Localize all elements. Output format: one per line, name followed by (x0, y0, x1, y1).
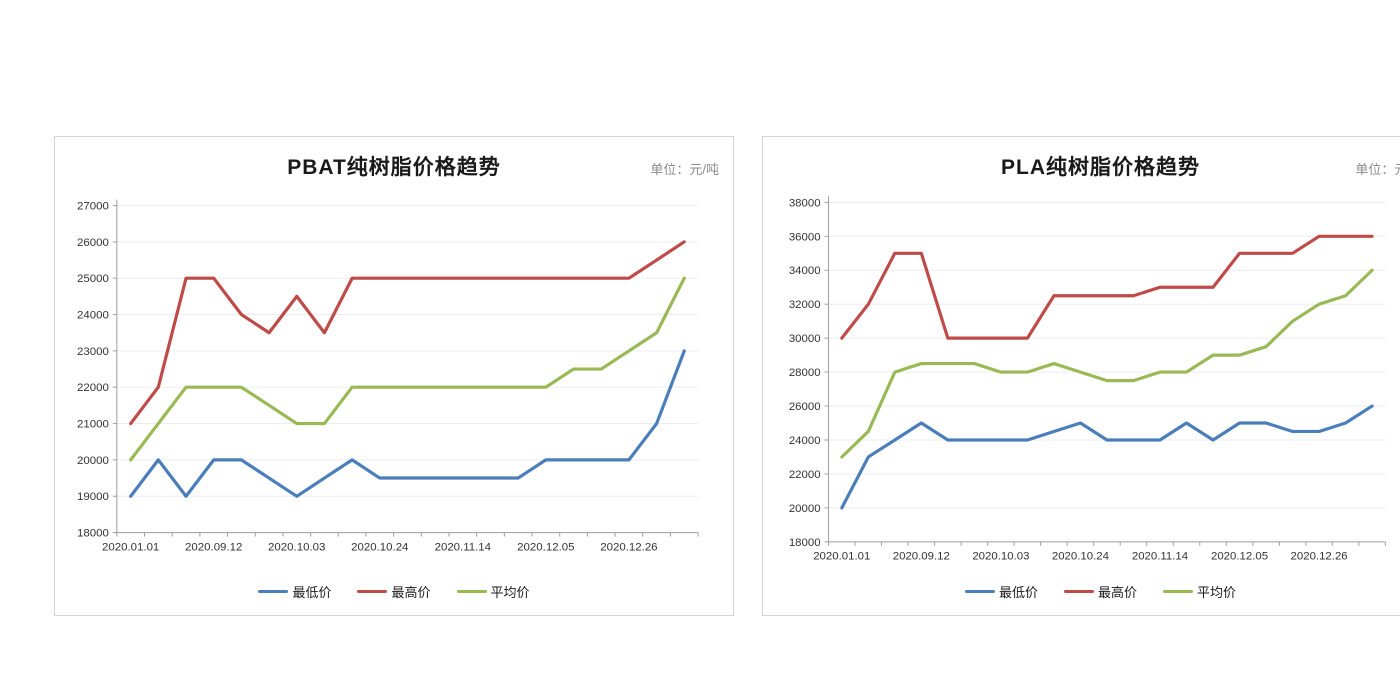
series-line-平均价 (840, 268, 1374, 459)
legend-item-min-price: 最低价 (258, 582, 331, 601)
unit-label: 单位：元/吨 (1355, 162, 1400, 177)
y-axis-label: 26000 (789, 401, 821, 413)
x-axis-label: 2020.12.05 (517, 542, 574, 554)
y-axis-label: 30000 (789, 333, 821, 345)
legend-item-max-price: 最高价 (357, 582, 431, 601)
legend-item-avg-price: 平均价 (1163, 582, 1236, 601)
legend-label: 最低价 (998, 585, 1038, 600)
y-axis-label: 34000 (789, 265, 821, 277)
x-axis-label: 2020.10.03 (972, 551, 1029, 563)
y-axis-label: 27000 (77, 201, 109, 213)
legend-label: 最高价 (1097, 585, 1137, 600)
pbat-chart-header: PBAT纯树脂价格趋势 单位：元/吨 (55, 137, 733, 185)
pbat-chart-panel: PBAT纯树脂价格趋势 单位：元/吨 18000 19000 20000 21000 2… (54, 136, 734, 616)
legend-line-swatch (357, 589, 388, 594)
x-axis-label: 2020.09.12 (185, 542, 242, 554)
legend-line-swatch (456, 589, 487, 594)
y-axis-label: 20000 (77, 455, 109, 467)
series-line-最高价 (840, 234, 1374, 340)
y-axis-label: 36000 (789, 231, 821, 243)
y-axis-label: 24000 (77, 310, 109, 322)
x-axis-label: 2020.01.01 (102, 542, 159, 554)
x-axis-label: 2020.10.03 (268, 542, 325, 554)
y-axis-label: 20000 (789, 503, 821, 515)
x-axis-label: 2020.11.14 (435, 542, 492, 554)
legend-line-swatch (1163, 589, 1193, 594)
y-axis-label: 26000 (77, 237, 109, 249)
y-axis-label: 22000 (789, 469, 821, 481)
chart-title: PBAT纯树脂价格趋势 (287, 156, 501, 179)
pbat-price-line-chart: 18000 19000 20000 21000 22000 23000 24000 25000… (77, 199, 699, 554)
series-line-平均价 (129, 276, 686, 462)
y-axis-label: 25000 (77, 273, 109, 285)
legend-label: 最高价 (391, 585, 431, 600)
y-axis-label: 19000 (77, 491, 109, 503)
legend-label: 平均价 (490, 585, 530, 600)
legend-line-swatch (258, 589, 289, 594)
x-axis-label: 2020.12.26 (1291, 551, 1348, 563)
x-axis-label: 2020.09.12 (893, 551, 950, 563)
y-axis-label: 38000 (789, 197, 821, 209)
pla-chart-panel: PLA纯树脂价格趋势 单位：元/吨 18000 20000 22000 24000 26… (762, 136, 1400, 616)
chart-legend: 最低价 最高价 平均价 (55, 582, 733, 601)
legend-line-swatch (1063, 589, 1094, 594)
y-axis-label: 18000 (789, 537, 821, 549)
legend-item-min-price: 最低价 (964, 582, 1038, 601)
x-axis-label: 2020.10.24 (351, 542, 409, 554)
series-line-最高价 (129, 240, 686, 426)
y-axis-label: 32000 (789, 299, 821, 311)
x-axis-label: 2020.10.24 (1052, 551, 1110, 563)
legend-item-avg-price: 平均价 (456, 582, 530, 601)
legend-item-max-price: 最高价 (1063, 582, 1137, 601)
chart-legend: 最低价 最高价 平均价 (763, 582, 1400, 601)
pla-price-line-chart: 18000 20000 22000 24000 26000 28000 30000 32000… (789, 196, 1386, 563)
y-axis-label: 22000 (77, 382, 109, 394)
legend-label: 平均价 (1197, 585, 1237, 600)
series-line-最低价 (129, 349, 686, 498)
y-axis-label: 23000 (77, 346, 109, 358)
chart-title: PLA纯树脂价格趋势 (1001, 156, 1200, 179)
pla-chart-header: PLA纯树脂价格趋势 单位：元/吨 (763, 137, 1400, 185)
x-axis-label: 2020.01.01 (813, 551, 870, 563)
y-axis-label: 28000 (789, 367, 821, 379)
legend-line-swatch (964, 589, 995, 594)
y-axis-label: 21000 (77, 419, 109, 431)
x-axis-label: 2020.12.05 (1211, 551, 1268, 563)
y-axis-label: 24000 (789, 435, 821, 447)
x-axis-label: 2020.11.14 (1132, 551, 1189, 563)
legend-label: 最低价 (292, 585, 332, 600)
unit-label: 单位：元/吨 (650, 162, 719, 177)
series-line-最低价 (840, 404, 1374, 510)
x-axis-label: 2020.12.26 (600, 542, 657, 554)
y-axis-label: 18000 (77, 528, 109, 540)
